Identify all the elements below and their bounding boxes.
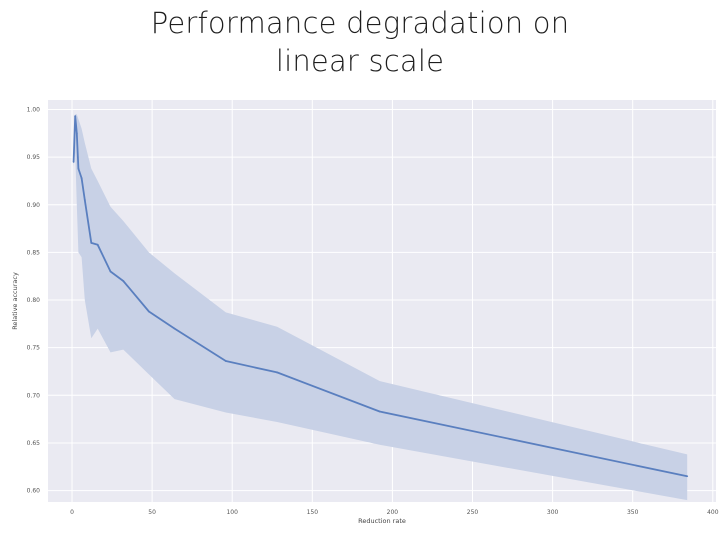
data-point	[77, 167, 80, 170]
data-point	[378, 410, 381, 413]
data-points	[72, 115, 689, 478]
x-tick-label: 400	[707, 509, 719, 516]
data-point	[74, 115, 77, 118]
y-axis-label: Relative accuracy	[11, 272, 19, 330]
data-point	[80, 177, 83, 180]
y-axis-ticks: 0.60 0.65 0.70 0.75 0.80 0.85 0.90 0.95 1.00	[27, 107, 41, 495]
x-axis-label: Reduction rate	[358, 517, 406, 525]
data-point	[686, 475, 689, 478]
x-tick-label: 50	[148, 509, 156, 516]
y-tick-label: 1.00	[27, 107, 41, 114]
data-point	[224, 360, 227, 362]
data-point	[83, 199, 86, 201]
y-tick-label: 0.90	[27, 202, 41, 209]
chart-title: Performance degradation on linear scale	[0, 4, 720, 80]
y-tick-label: 0.70	[27, 392, 41, 399]
data-point	[122, 280, 125, 282]
x-tick-label: 0	[70, 509, 74, 516]
confidence-band	[73, 114, 688, 501]
chart-title-line-1: Performance degradation on	[150, 6, 570, 40]
y-tick-label: 0.80	[27, 297, 41, 304]
data-point	[276, 371, 278, 374]
x-tick-label: 250	[467, 509, 479, 516]
y-tick-label: 0.85	[27, 249, 41, 256]
y-tick-label: 0.95	[27, 154, 41, 161]
chart-title-line-2: linear scale	[275, 44, 445, 78]
x-axis-ticks: 0 50 100 150 200 250 300 350 400	[70, 509, 719, 516]
data-point	[90, 241, 93, 244]
x-tick-label: 200	[387, 509, 399, 516]
data-point	[148, 310, 150, 313]
data-point	[96, 243, 99, 246]
y-tick-label: 0.60	[27, 488, 41, 495]
x-tick-label: 100	[226, 509, 238, 516]
x-tick-label: 350	[627, 509, 639, 516]
x-tick-label: 300	[547, 509, 559, 516]
y-tick-label: 0.65	[27, 440, 41, 447]
data-point	[173, 327, 176, 330]
data-point	[75, 132, 78, 135]
y-tick-label: 0.75	[27, 345, 41, 352]
data-point	[109, 270, 112, 273]
mean-accuracy-line	[72, 115, 688, 478]
data-point	[72, 161, 75, 163]
x-tick-label: 150	[307, 509, 319, 516]
